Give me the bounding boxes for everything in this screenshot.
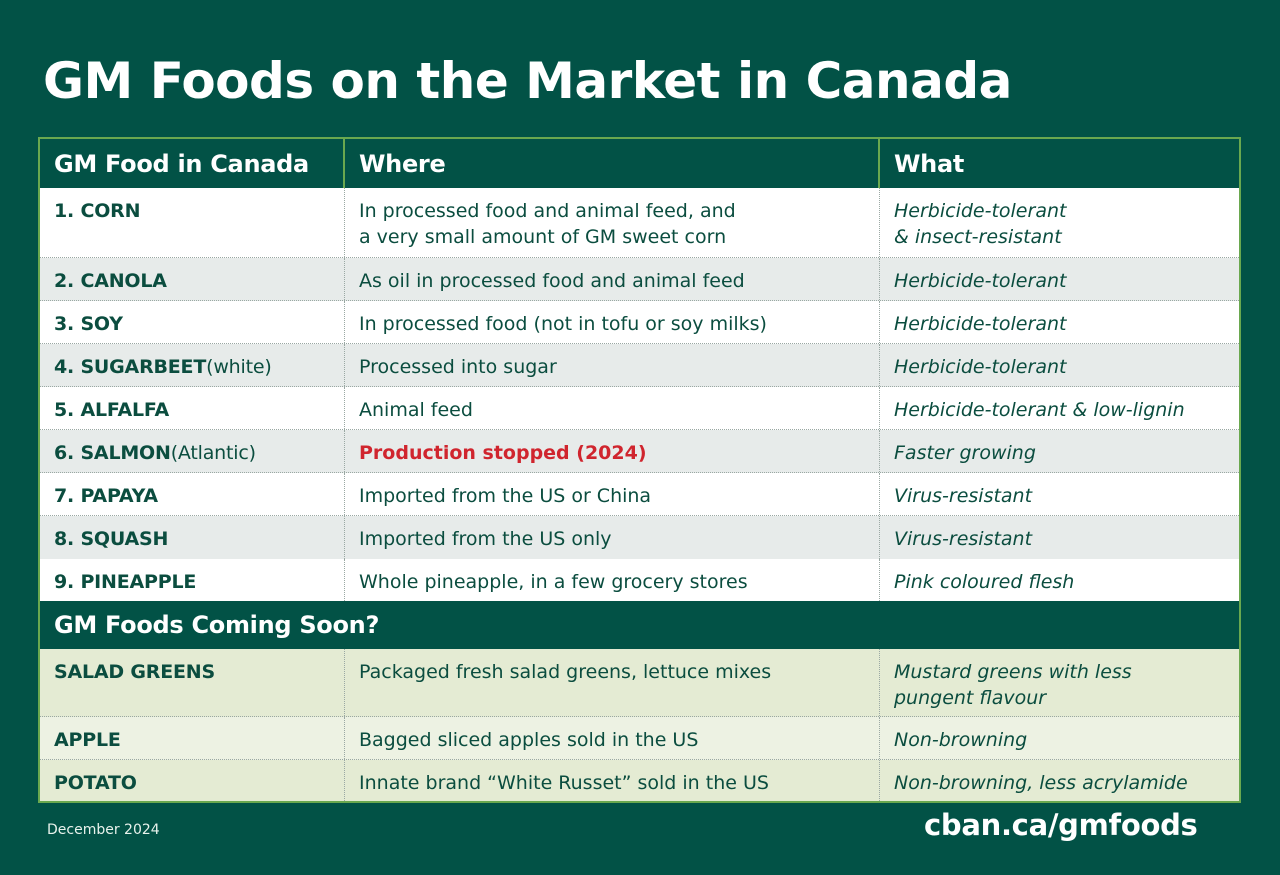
table-row-soy: 3. SOY In processed food (not in tofu or… (40, 301, 1239, 344)
food-where: As oil in processed food and animal feed (359, 270, 745, 292)
table-row-corn: 1. CORN In processed food and animal fee… (40, 188, 1239, 258)
food-name: APPLE (54, 729, 121, 751)
food-name: 6. SALMON (54, 442, 171, 464)
food-what: Virus-resistant (894, 485, 1033, 507)
food-where: Processed into sugar (359, 356, 557, 378)
table-row-apple: APPLE Bagged sliced apples sold in the U… (40, 717, 1239, 760)
column-header-what: What (894, 149, 965, 178)
table-row-salmon: 6. SALMON (Atlantic) Production stopped … (40, 430, 1239, 473)
food-where: In processed food and animal feed, and a… (359, 200, 736, 248)
food-where: Imported from the US or China (359, 485, 652, 507)
publication-date: December 2024 (47, 822, 160, 838)
food-variety: (white) (206, 356, 272, 378)
gm-foods-table: GM Food in Canada Where What 1. CORN In … (38, 137, 1241, 803)
food-what: Mustard greens with less pungent flavour (894, 661, 1132, 709)
food-where: Bagged sliced apples sold in the US (359, 729, 699, 751)
food-name: 7. PAPAYA (54, 485, 158, 507)
table-row-canola: 2. CANOLA As oil in processed food and a… (40, 258, 1239, 301)
table-row-papaya: 7. PAPAYA Imported from the US or China … (40, 473, 1239, 516)
food-name: 3. SOY (54, 313, 123, 335)
food-where: Innate brand “White Russet” sold in the … (359, 772, 769, 794)
production-stopped-alert: Production stopped (2024) (359, 442, 647, 464)
food-name: 2. CANOLA (54, 270, 167, 292)
food-what: Herbicide-tolerant & insect-resistant (894, 200, 1067, 248)
food-name: 1. CORN (54, 200, 141, 222)
food-what: Herbicide-tolerant (894, 313, 1067, 335)
table-row-squash: 8. SQUASH Imported from the US only Viru… (40, 516, 1239, 559)
food-what: Faster growing (894, 442, 1036, 464)
column-header-where: Where (345, 139, 880, 188)
food-what: Herbicide-tolerant & low-lignin (894, 399, 1185, 421)
food-where: Whole pineapple, in a few grocery stores (359, 571, 748, 593)
table-row-alfalfa: 5. ALFALFA Animal feed Herbicide-toleran… (40, 387, 1239, 430)
food-what: Pink coloured flesh (894, 571, 1075, 593)
food-name: 8. SQUASH (54, 528, 169, 550)
food-name: 9. PINEAPPLE (54, 571, 197, 593)
food-where: Animal feed (359, 399, 473, 421)
page-title: GM Foods on the Market in Canada (43, 52, 1012, 110)
coming-soon-heading: GM Foods Coming Soon? (40, 601, 1239, 649)
food-where: Packaged fresh salad greens, lettuce mix… (359, 661, 772, 683)
table-row-pineapple: 9. PINEAPPLE Whole pineapple, in a few g… (40, 559, 1239, 601)
website-link[interactable]: cban.ca/gmfoods (924, 808, 1198, 842)
table-row-salad-greens: SALAD GREENS Packaged fresh salad greens… (40, 649, 1239, 717)
table-row-sugarbeet: 4. SUGARBEET (white) Processed into suga… (40, 344, 1239, 387)
food-where: In processed food (not in tofu or soy mi… (359, 313, 767, 335)
food-name: SALAD GREENS (54, 661, 215, 683)
food-what: Non-browning, less acrylamide (894, 772, 1188, 794)
food-name: 5. ALFALFA (54, 399, 169, 421)
food-name: 4. SUGARBEET (54, 356, 207, 378)
column-header-food: GM Food in Canada (40, 139, 345, 188)
food-variety: (Atlantic) (170, 442, 256, 464)
food-what: Herbicide-tolerant (894, 270, 1067, 292)
table-row-potato: POTATO Innate brand “White Russet” sold … (40, 760, 1239, 801)
food-where: Imported from the US only (359, 528, 612, 550)
food-what: Non-browning (894, 729, 1028, 751)
table-header-row: GM Food in Canada Where What (40, 139, 1239, 188)
food-what: Herbicide-tolerant (894, 356, 1067, 378)
food-name: POTATO (54, 772, 137, 794)
food-what: Virus-resistant (894, 528, 1033, 550)
